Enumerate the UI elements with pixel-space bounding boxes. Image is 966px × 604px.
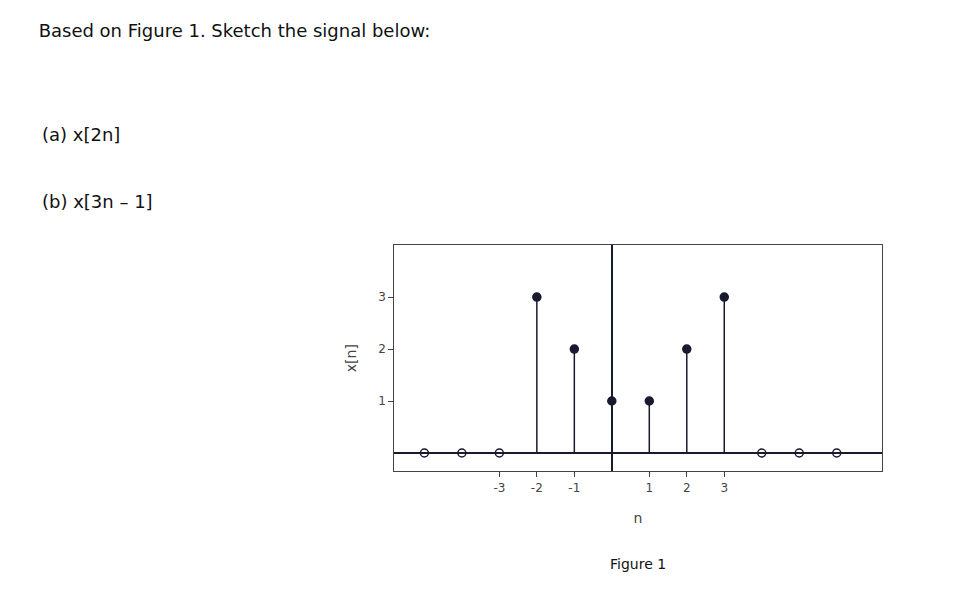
svg-text:3: 3 [378, 290, 386, 304]
svg-text:(b) x[3n – 1]: (b) x[3n – 1] [42, 191, 153, 212]
svg-text:-2: -2 [531, 481, 543, 495]
svg-text:-1: -1 [568, 481, 580, 495]
svg-text:2: 2 [683, 481, 691, 495]
svg-text:-3: -3 [493, 481, 505, 495]
svg-text:1: 1 [378, 394, 386, 408]
svg-text:2: 2 [378, 342, 386, 356]
svg-text:(a) x[2n]: (a) x[2n] [42, 124, 120, 145]
svg-text:x[n]: x[n] [343, 344, 359, 372]
svg-text:Based on Figure 1. Sketch the: Based on Figure 1. Sketch the signal bel… [39, 20, 431, 41]
svg-text:3: 3 [720, 481, 728, 495]
svg-text:Figure 1: Figure 1 [610, 556, 666, 572]
svg-text:1: 1 [645, 481, 653, 495]
svg-text:n: n [634, 510, 643, 526]
